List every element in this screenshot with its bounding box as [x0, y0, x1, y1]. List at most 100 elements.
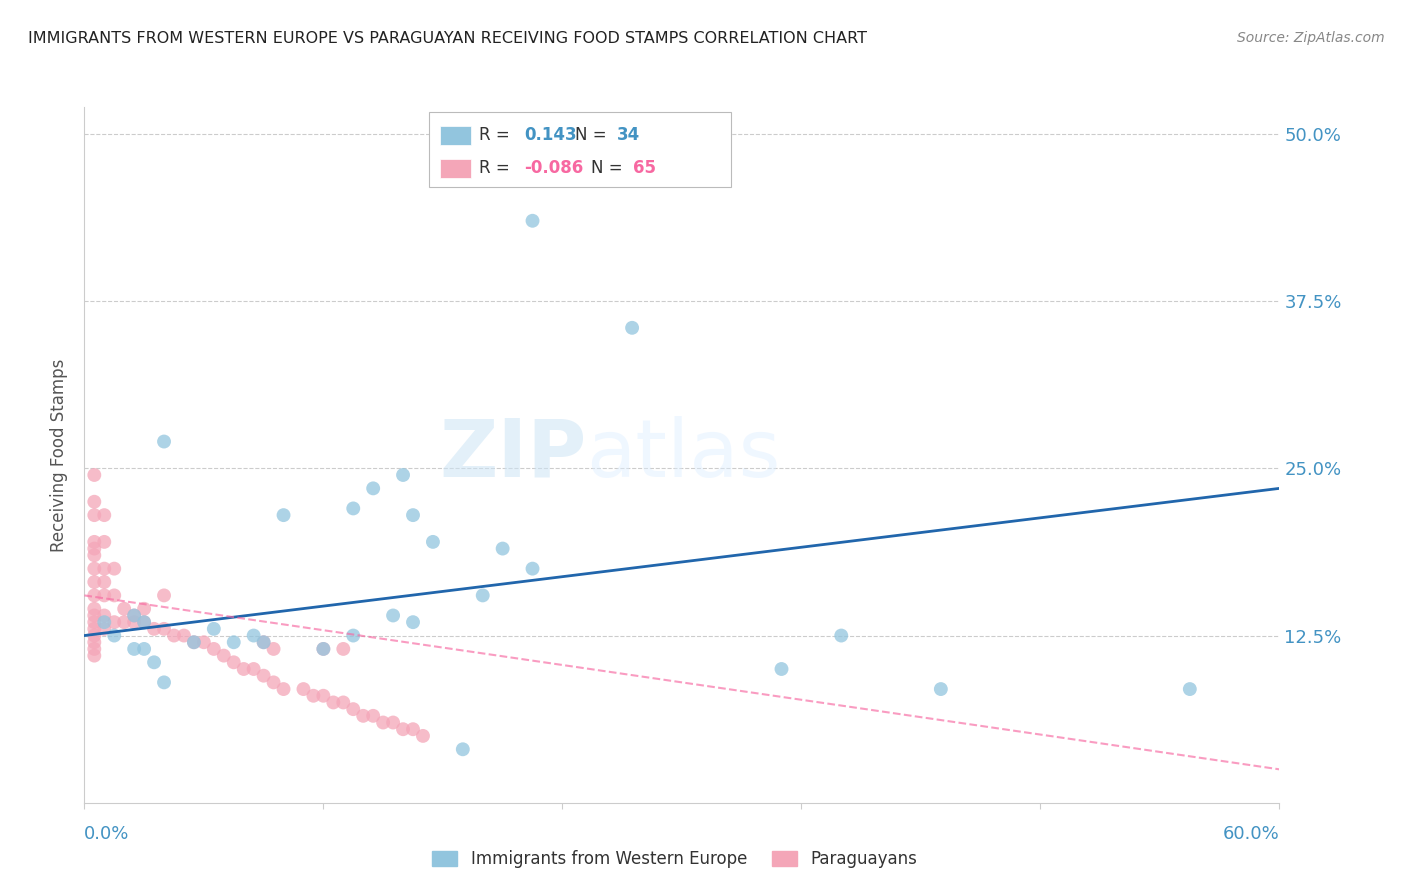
Point: [312, 642, 335, 657]
Text: ZIP: ZIP: [439, 416, 586, 494]
Point: [132, 615, 156, 630]
Point: [93, 615, 115, 630]
Point: [122, 608, 145, 623]
Point: [263, 642, 285, 657]
Point: [83, 541, 105, 556]
Text: 34: 34: [617, 126, 641, 144]
Point: [392, 723, 415, 737]
Point: [83, 642, 105, 657]
Point: [253, 635, 276, 649]
Point: [93, 608, 115, 623]
Point: [153, 589, 176, 603]
Text: N =: N =: [575, 126, 612, 144]
Point: [382, 608, 405, 623]
Text: 60.0%: 60.0%: [1223, 825, 1279, 843]
Point: [929, 681, 952, 696]
Point: [212, 648, 235, 663]
Point: [83, 535, 105, 549]
Point: [371, 715, 394, 730]
Point: [83, 589, 105, 603]
Text: 0.143: 0.143: [524, 126, 576, 144]
Point: [361, 482, 384, 496]
Point: [193, 635, 215, 649]
Point: [242, 662, 264, 676]
Point: [103, 589, 125, 603]
Point: [522, 562, 544, 576]
Point: [153, 434, 176, 449]
Point: [112, 615, 135, 630]
Point: [83, 635, 105, 649]
Point: [292, 681, 315, 696]
Point: [352, 708, 374, 723]
Point: [273, 681, 295, 696]
Point: [93, 535, 115, 549]
Point: [342, 501, 364, 516]
Point: [143, 622, 166, 636]
Point: [83, 615, 105, 630]
Point: [263, 675, 285, 690]
Point: [202, 622, 225, 636]
Point: [83, 575, 105, 590]
Point: [122, 642, 145, 657]
Point: [93, 562, 115, 576]
Point: [93, 622, 115, 636]
Point: [522, 214, 544, 228]
Point: [183, 635, 205, 649]
Point: [183, 635, 205, 649]
Point: [103, 628, 125, 642]
Point: [402, 615, 425, 630]
Text: IMMIGRANTS FROM WESTERN EUROPE VS PARAGUAYAN RECEIVING FOOD STAMPS CORRELATION C: IMMIGRANTS FROM WESTERN EUROPE VS PARAGU…: [28, 31, 868, 46]
Point: [83, 628, 105, 642]
Point: [342, 702, 364, 716]
Point: [83, 562, 105, 576]
Point: [273, 508, 295, 523]
Point: [312, 642, 335, 657]
Point: [122, 608, 145, 623]
Point: [83, 494, 105, 508]
Point: [471, 589, 494, 603]
Point: [332, 642, 354, 657]
Point: [122, 615, 145, 630]
Point: [253, 669, 276, 683]
Legend: Immigrants from Western Europe, Paraguayans: Immigrants from Western Europe, Paraguay…: [426, 844, 924, 875]
Point: [332, 696, 354, 710]
Text: 0.0%: 0.0%: [84, 825, 129, 843]
Point: [770, 662, 793, 676]
Point: [132, 642, 156, 657]
Point: [83, 508, 105, 523]
Text: -0.086: -0.086: [524, 159, 583, 177]
Point: [1178, 681, 1201, 696]
Text: N =: N =: [591, 159, 627, 177]
Point: [451, 742, 474, 756]
Point: [173, 628, 195, 642]
Point: [402, 723, 425, 737]
Point: [83, 548, 105, 563]
Text: R =: R =: [479, 126, 516, 144]
Point: [93, 575, 115, 590]
Point: [242, 628, 264, 642]
Y-axis label: Receiving Food Stamps: Receiving Food Stamps: [51, 359, 69, 551]
Point: [312, 689, 335, 703]
Point: [253, 635, 276, 649]
Point: [93, 508, 115, 523]
Point: [93, 589, 115, 603]
Point: [132, 602, 156, 616]
Point: [132, 615, 156, 630]
Point: [492, 541, 515, 556]
Point: [153, 622, 176, 636]
Point: [621, 321, 644, 335]
Point: [392, 468, 415, 483]
Point: [342, 628, 364, 642]
Point: [143, 655, 166, 669]
Text: R =: R =: [479, 159, 516, 177]
Point: [83, 602, 105, 616]
Text: Source: ZipAtlas.com: Source: ZipAtlas.com: [1237, 31, 1385, 45]
Point: [202, 642, 225, 657]
Point: [361, 708, 384, 723]
Point: [83, 468, 105, 483]
Text: 65: 65: [633, 159, 655, 177]
Point: [222, 655, 245, 669]
Point: [382, 715, 405, 730]
Point: [83, 622, 105, 636]
Point: [232, 662, 254, 676]
